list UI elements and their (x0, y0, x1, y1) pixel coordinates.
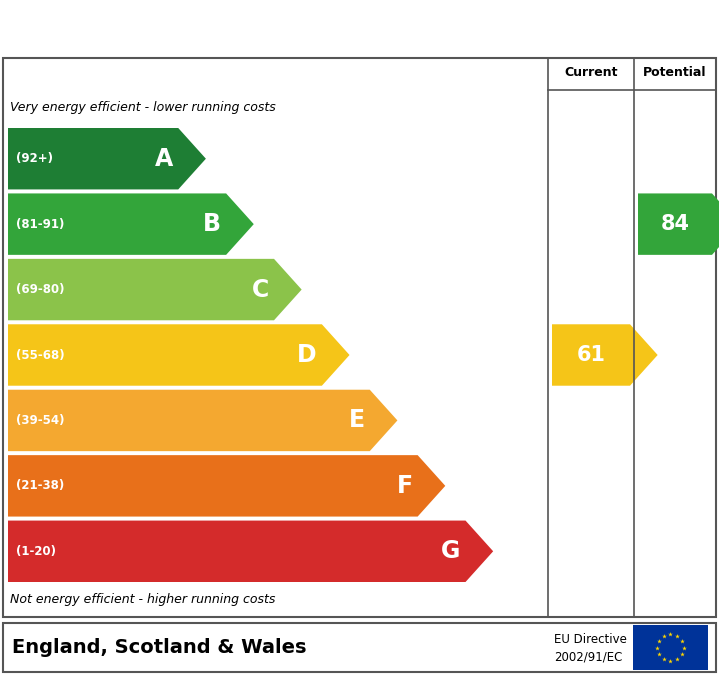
Text: Current: Current (564, 66, 618, 79)
Text: A: A (155, 146, 173, 171)
Text: Very energy efficient - lower running costs: Very energy efficient - lower running co… (10, 101, 276, 115)
Text: (69-80): (69-80) (16, 283, 65, 296)
Text: Not energy efficient - higher running costs: Not energy efficient - higher running co… (10, 593, 275, 607)
Text: EU Directive: EU Directive (554, 632, 626, 646)
Polygon shape (8, 324, 349, 385)
Polygon shape (8, 128, 206, 190)
Text: (39-54): (39-54) (16, 414, 65, 427)
Text: F: F (396, 474, 413, 498)
Text: E: E (349, 408, 365, 433)
Polygon shape (8, 389, 398, 451)
Text: Potential: Potential (644, 66, 707, 79)
Text: 61: 61 (577, 345, 605, 365)
Text: 2002/91/EC: 2002/91/EC (554, 650, 622, 664)
Bar (3, 623, 716, 672)
Text: (81-91): (81-91) (16, 217, 65, 231)
Text: England, Scotland & Wales: England, Scotland & Wales (12, 638, 306, 657)
Text: B: B (203, 212, 221, 236)
Text: (92+): (92+) (16, 153, 53, 165)
Polygon shape (8, 194, 254, 255)
Polygon shape (552, 324, 658, 385)
Text: (1-20): (1-20) (16, 545, 56, 558)
Polygon shape (8, 455, 445, 516)
Bar (633, 625, 708, 670)
Text: Energy Efficiency Rating: Energy Efficiency Rating (14, 14, 416, 41)
Text: D: D (297, 343, 317, 367)
Text: C: C (252, 277, 269, 302)
Text: (55-68): (55-68) (16, 348, 65, 362)
Text: G: G (441, 539, 461, 563)
Polygon shape (638, 194, 719, 255)
Text: (21-38): (21-38) (16, 479, 64, 492)
Polygon shape (8, 520, 493, 582)
Text: 84: 84 (661, 214, 690, 234)
Polygon shape (8, 259, 302, 320)
